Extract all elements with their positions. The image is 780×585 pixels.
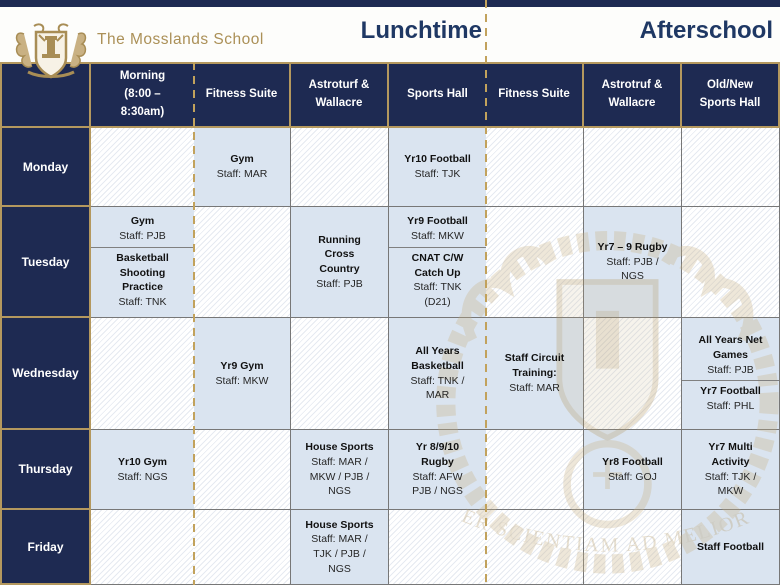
cell-friday-sports-hall: [389, 510, 486, 585]
cell-thursday-morning: Yr10 Gym Staff: NGS: [91, 430, 194, 510]
header-astroturf-wallacre-lunch: Astroturf & Wallacre: [291, 62, 389, 128]
title-band: The Mosslands School Lunchtime Afterscho…: [0, 7, 780, 79]
cell-thursday-fitness-after: [486, 430, 584, 510]
header-fitness-suite-lunch: Fitness Suite: [194, 62, 291, 128]
morning-section-divider: [193, 62, 195, 585]
school-name: The Mosslands School: [97, 31, 264, 48]
cell-wednesday-fitness-lunch: Yr9 Gym Staff: MKW: [194, 318, 291, 430]
cell-wednesday-morning: [91, 318, 194, 430]
cell-friday-astroturf-after: [584, 510, 682, 585]
header-corner: [0, 62, 91, 128]
cell-thursday-fitness-lunch: [194, 430, 291, 510]
cell-thursday-astroturf-after: Yr8 Football Staff: GOJ: [584, 430, 682, 510]
cell-thursday-sports-hall: Yr 8/9/10 Rugby Staff: AFW PJB / NGS: [389, 430, 486, 510]
cell-monday-astroturf-lunch: [291, 128, 389, 207]
cell-monday-fitness-after: [486, 128, 584, 207]
school-crest-icon: [15, 23, 87, 79]
cell-monday-fitness-lunch: Gym Staff: MAR: [194, 128, 291, 207]
day-label-friday: Friday: [0, 510, 91, 585]
cell-thursday-astroturf-lunch: House Sports Staff: MAR / MKW / PJB / NGS: [291, 430, 389, 510]
day-label-monday: Monday: [0, 128, 91, 207]
cell-monday-oldnew: [682, 128, 780, 207]
header-fitness-suite-after: Fitness Suite: [486, 62, 584, 128]
cell-monday-astroturf-after: [584, 128, 682, 207]
cell-friday-morning: [91, 510, 194, 585]
cell-thursday-oldnew: Yr7 Multi Activity Staff: TJK / MKW: [682, 430, 780, 510]
top-border-strip: [0, 0, 780, 7]
cell-friday-fitness-lunch: [194, 510, 291, 585]
cell-wednesday-sports-hall: All Years Basketball Staff: TNK / MAR: [389, 318, 486, 430]
cell-monday-morning: [91, 128, 194, 207]
day-label-tuesday: Tuesday: [0, 207, 91, 318]
cell-tuesday-astroturf-after: Yr7 – 9 Rugby Staff: PJB / NGS: [584, 207, 682, 318]
cell-tuesday-sports-hall: Yr9 Football Staff: MKW CNAT C/W Catch Up…: [389, 207, 486, 318]
lunch-afterschool-divider: [485, 0, 487, 585]
section-title-lunchtime: Lunchtime: [360, 17, 482, 44]
cell-monday-sports-hall: Yr10 Football Staff: TJK: [389, 128, 486, 207]
cell-friday-astroturf-lunch: House Sports Staff: MAR / TJK / PJB / NGS: [291, 510, 389, 585]
day-label-wednesday: Wednesday: [0, 318, 91, 430]
cell-wednesday-oldnew: All Years Net Games Staff: PJB Yr7 Footba…: [682, 318, 780, 430]
cell-tuesday-fitness-lunch: [194, 207, 291, 318]
header-morning: Morning (8:00 – 8:30am): [91, 62, 194, 128]
cell-friday-oldnew: Staff Football: [682, 510, 780, 585]
cell-friday-fitness-after: [486, 510, 584, 585]
cell-tuesday-morning: Gym Staff: PJB Basketball Shooting Practi…: [91, 207, 194, 318]
header-astroturf-wallacre-after: Astrotruf & Wallacre: [584, 62, 682, 128]
cell-tuesday-oldnew: [682, 207, 780, 318]
section-title-afterschool: Afterschool: [639, 17, 773, 44]
cell-tuesday-fitness-after: [486, 207, 584, 318]
timetable-grid: Morning (8:00 – 8:30am) Fitness Suite As…: [0, 62, 780, 585]
cell-wednesday-fitness-after: Staff Circuit Training: Staff: MAR: [486, 318, 584, 430]
header-sports-hall: Sports Hall: [389, 62, 486, 128]
cell-wednesday-astroturf-lunch: [291, 318, 389, 430]
day-label-thursday: Thursday: [0, 430, 91, 510]
header-oldnew-sports-hall: Old/New Sports Hall: [682, 62, 780, 128]
cell-wednesday-astroturf-after: [584, 318, 682, 430]
cell-tuesday-astroturf-lunch: Running Cross Country Staff: PJB: [291, 207, 389, 318]
